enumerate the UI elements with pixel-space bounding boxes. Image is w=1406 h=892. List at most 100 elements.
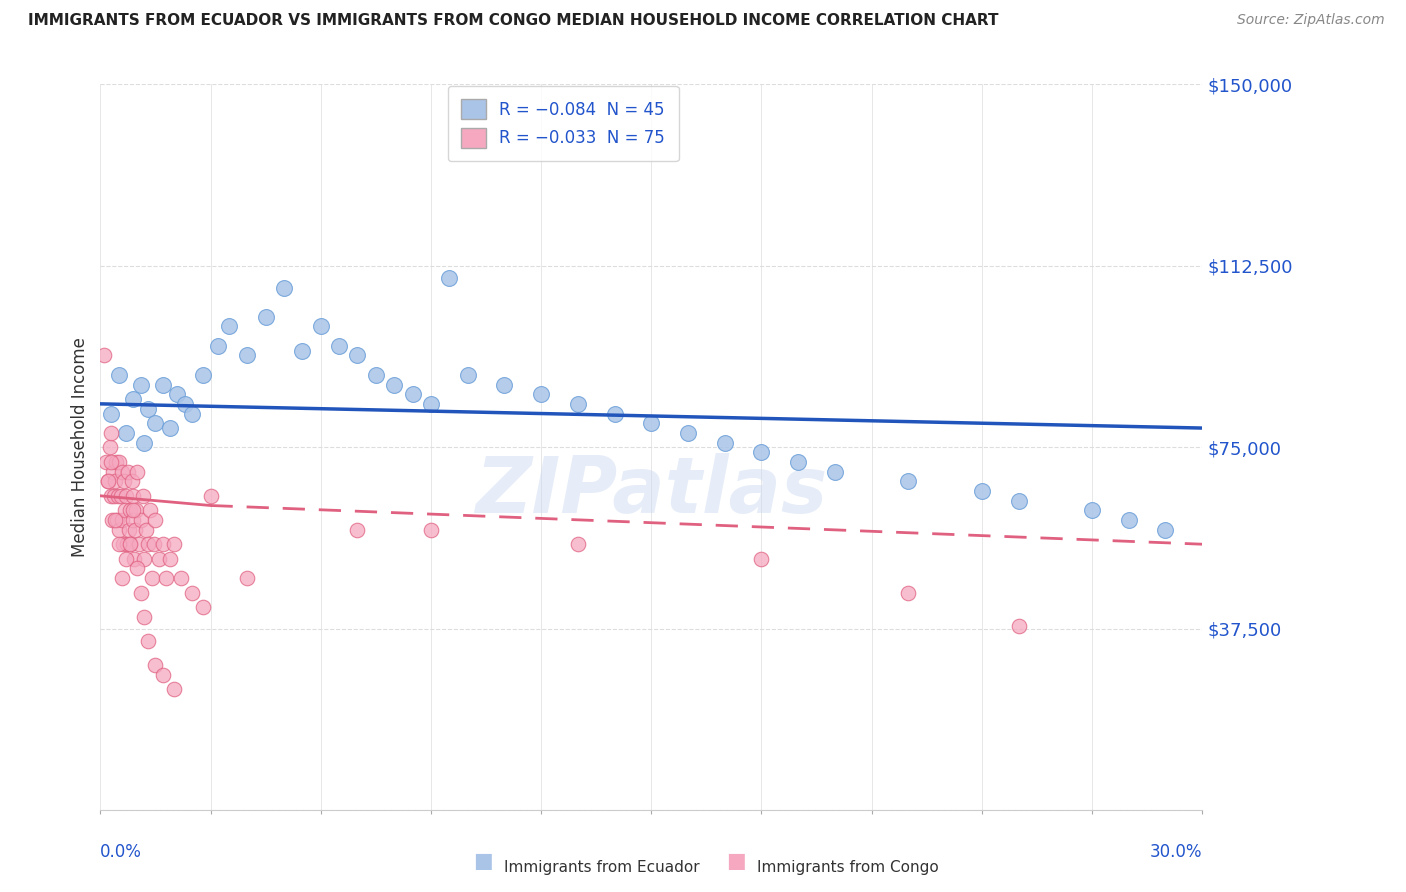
Point: [567, 537, 589, 551]
Point: [100, 489, 122, 503]
Point: [346, 349, 368, 363]
Text: 30.0%: 30.0%: [1150, 843, 1202, 861]
Point: [193, 600, 215, 615]
Text: 0.0%: 0.0%: [100, 843, 142, 861]
Point: [145, 658, 167, 673]
Point: [419, 523, 441, 537]
Point: [173, 397, 195, 411]
Point: [166, 387, 188, 401]
Point: [111, 465, 134, 479]
Point: [105, 513, 128, 527]
Legend: R = −0.084  N = 45, R = −0.033  N = 75: R = −0.084 N = 45, R = −0.033 N = 75: [447, 86, 679, 161]
Point: [163, 537, 186, 551]
Point: [118, 523, 141, 537]
Point: [122, 503, 145, 517]
Point: [970, 483, 993, 498]
Point: [159, 421, 181, 435]
Point: [170, 571, 193, 585]
Point: [603, 407, 626, 421]
Point: [530, 387, 553, 401]
Point: [107, 537, 129, 551]
Point: [122, 551, 145, 566]
Point: [145, 513, 167, 527]
Point: [494, 377, 516, 392]
Text: Immigrants from Ecuador: Immigrants from Ecuador: [503, 860, 699, 874]
Point: [254, 310, 277, 324]
Point: [346, 523, 368, 537]
Point: [115, 551, 138, 566]
Point: [100, 425, 122, 440]
Text: Source: ZipAtlas.com: Source: ZipAtlas.com: [1237, 13, 1385, 28]
Point: [125, 561, 148, 575]
Point: [135, 523, 157, 537]
Point: [103, 465, 125, 479]
Point: [122, 392, 145, 406]
Point: [159, 551, 181, 566]
Point: [193, 368, 215, 382]
Point: [401, 387, 423, 401]
Point: [136, 401, 159, 416]
Point: [1154, 523, 1177, 537]
Point: [122, 489, 145, 503]
Point: [751, 551, 773, 566]
Point: [713, 435, 735, 450]
Point: [107, 455, 129, 469]
Point: [824, 465, 846, 479]
Point: [118, 537, 141, 551]
Point: [134, 551, 156, 566]
Point: [108, 523, 131, 537]
Point: [111, 513, 134, 527]
Point: [129, 377, 152, 392]
Text: IMMIGRANTS FROM ECUADOR VS IMMIGRANTS FROM CONGO MEDIAN HOUSEHOLD INCOME CORRELA: IMMIGRANTS FROM ECUADOR VS IMMIGRANTS FR…: [28, 13, 998, 29]
Point: [131, 489, 153, 503]
Point: [100, 407, 122, 421]
Point: [152, 668, 174, 682]
Point: [273, 281, 295, 295]
Point: [117, 465, 139, 479]
Point: [93, 349, 115, 363]
Point: [897, 475, 920, 489]
Y-axis label: Median Household Income: Median Household Income: [72, 337, 89, 558]
Point: [145, 416, 167, 430]
Point: [125, 503, 148, 517]
Point: [1081, 503, 1104, 517]
Point: [141, 571, 163, 585]
Point: [100, 455, 122, 469]
Point: [104, 475, 127, 489]
Text: ■: ■: [725, 851, 745, 871]
Text: ZIPatlas: ZIPatlas: [475, 453, 827, 529]
Point: [200, 489, 222, 503]
Point: [124, 523, 146, 537]
Point: [640, 416, 662, 430]
Point: [112, 475, 135, 489]
Point: [236, 571, 259, 585]
Point: [152, 377, 174, 392]
Point: [110, 489, 132, 503]
Point: [236, 349, 259, 363]
Point: [111, 571, 134, 585]
Point: [121, 513, 143, 527]
Point: [120, 537, 142, 551]
Point: [218, 319, 240, 334]
Point: [309, 319, 332, 334]
Point: [419, 397, 441, 411]
Point: [98, 441, 121, 455]
Point: [567, 397, 589, 411]
Point: [382, 377, 405, 392]
Point: [101, 513, 124, 527]
Point: [364, 368, 387, 382]
Point: [787, 455, 810, 469]
Point: [115, 537, 138, 551]
Point: [328, 339, 350, 353]
Point: [103, 489, 125, 503]
Point: [136, 634, 159, 648]
Point: [129, 513, 152, 527]
Point: [129, 585, 152, 599]
Point: [94, 455, 117, 469]
Point: [751, 445, 773, 459]
Point: [134, 609, 156, 624]
Point: [181, 585, 204, 599]
Point: [1007, 493, 1029, 508]
Text: Immigrants from Congo: Immigrants from Congo: [756, 860, 938, 874]
Point: [125, 465, 148, 479]
